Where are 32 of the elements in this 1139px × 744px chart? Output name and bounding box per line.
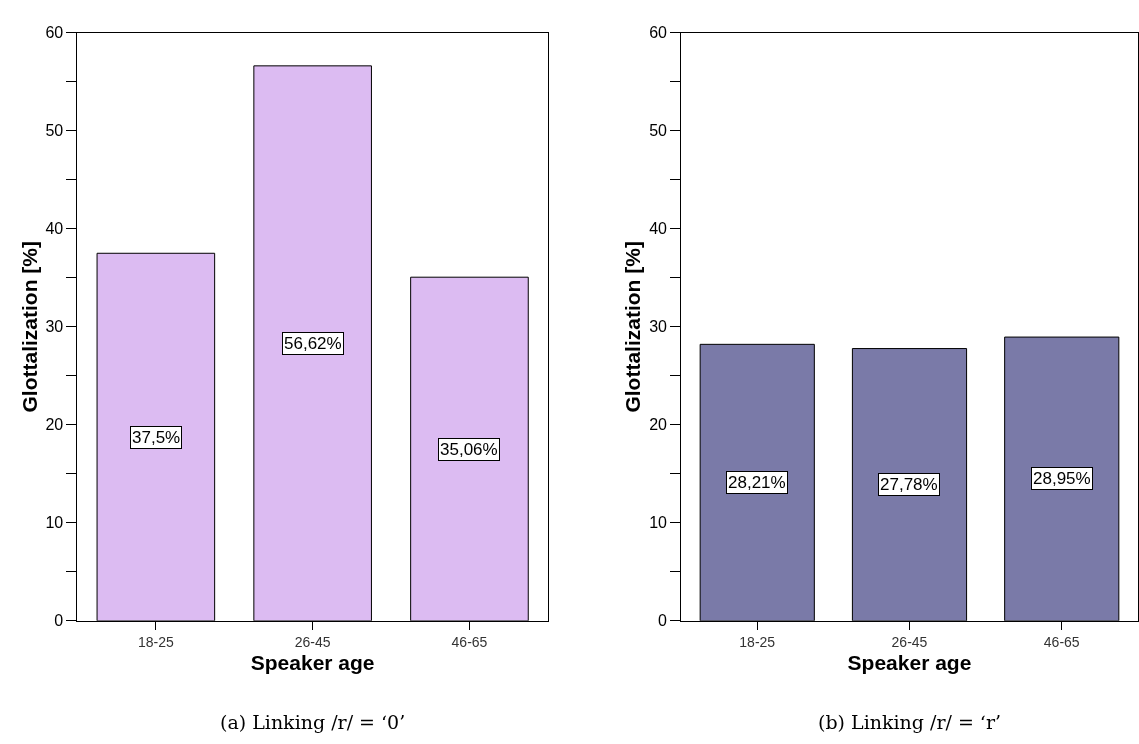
data-label: 28,21%	[728, 473, 786, 492]
x-tick-label: 26-45	[891, 633, 928, 650]
y-tick-label: 50	[45, 122, 64, 140]
y-tick-label: 40	[649, 220, 668, 238]
x-tick-label: 46-65	[451, 633, 488, 650]
x-axis-title: Speaker age	[250, 650, 375, 674]
y-axis-title: Glottalization [%]	[621, 241, 645, 413]
x-tick-label: 46-65	[1043, 633, 1080, 650]
y-tick-label: 10	[649, 514, 668, 532]
x-tick-label: 18-25	[739, 633, 776, 650]
data-label: 28,95%	[1033, 469, 1091, 488]
data-label: 56,62%	[284, 334, 342, 353]
y-tick-label: 60	[45, 24, 64, 42]
y-tick-label: 60	[649, 24, 668, 42]
y-axis-title: Glottalization [%]	[17, 241, 41, 413]
data-label: 37,5%	[132, 428, 181, 447]
text: (a) Linking /r/ = ‘0’	[220, 711, 406, 733]
y-tick-label: 40	[45, 220, 64, 238]
y-tick-label: 0	[54, 612, 64, 630]
y-tick-label: 50	[649, 122, 668, 140]
data-label: 35,06%	[440, 440, 498, 459]
x-tick-label: 18-25	[137, 633, 174, 650]
y-tick-label: 30	[649, 318, 668, 336]
text: (b) Linking /r/ = ‘r’	[818, 711, 1002, 733]
x-axis-title: Speaker age	[847, 650, 972, 674]
data-label: 27,78%	[880, 475, 938, 494]
x-tick-label: 26-45	[294, 633, 331, 650]
y-tick-label: 20	[649, 416, 668, 434]
y-tick-label: 20	[45, 416, 64, 434]
y-tick-label: 30	[45, 318, 64, 336]
y-tick-label: 10	[45, 514, 64, 532]
y-tick-label: 0	[658, 612, 668, 630]
